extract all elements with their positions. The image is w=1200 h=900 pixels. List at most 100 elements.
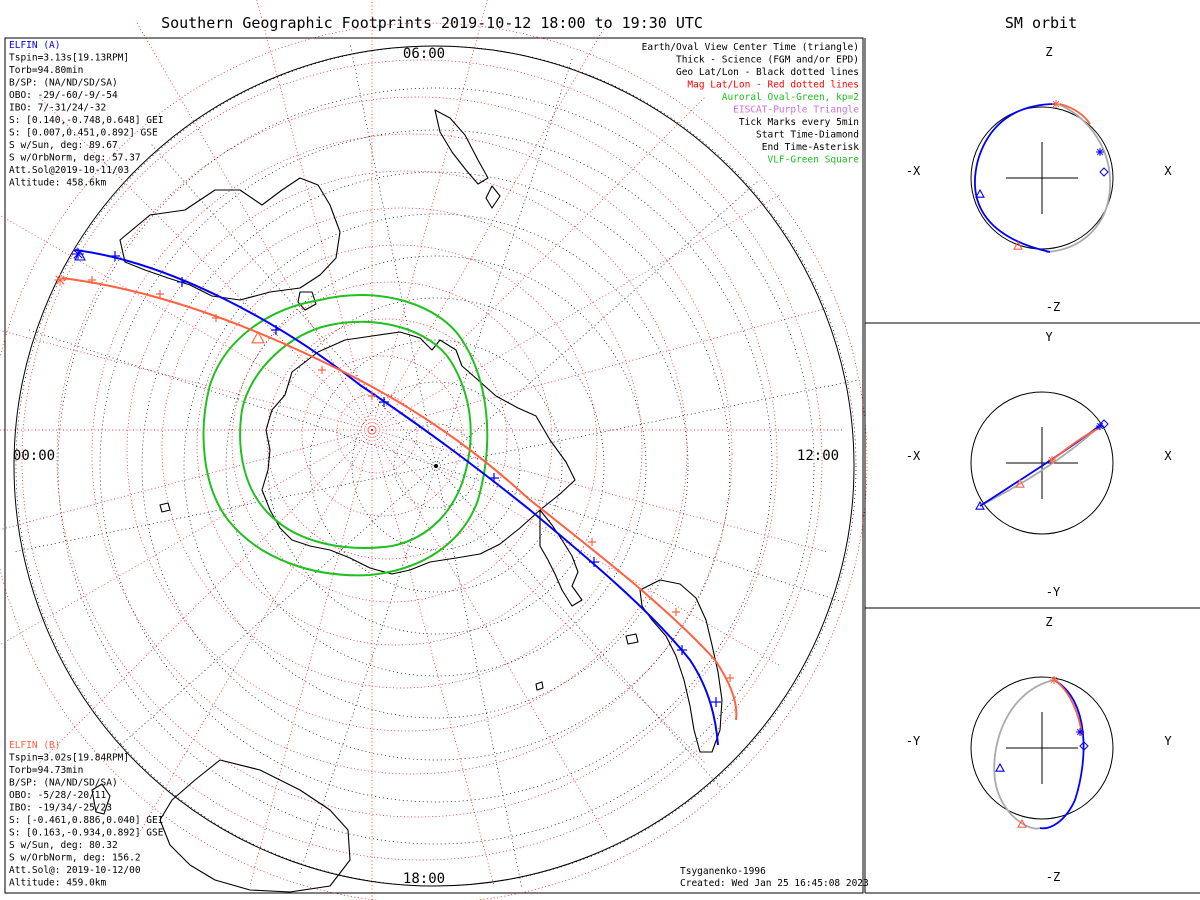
- created-label: Created: Wed Jan 25 16:45:08 2023: [680, 878, 869, 889]
- orbit-center-triangle: [995, 762, 1005, 772]
- axis-label-left: -Y: [906, 734, 921, 748]
- elfin-b-tick: [672, 608, 680, 616]
- model-label: Tsyganenko-1996: [680, 866, 766, 877]
- coastline: [639, 579, 723, 753]
- mag-lat-circle: [21, 59, 823, 861]
- elfin-a-center-triangle: [74, 249, 86, 261]
- coastline: [434, 109, 489, 185]
- elfin-b-center-triangle: [251, 330, 265, 344]
- mag-meridian: [39, 97, 373, 431]
- orbit-b-triangle: [1013, 240, 1023, 250]
- sat-info-line: S: [0.140,-0.748,0.648] GEI: [9, 115, 163, 126]
- mag-meridian: [39, 429, 373, 763]
- earth-circle: [970, 676, 1114, 820]
- legend-entry: End Time-Asterisk: [762, 142, 860, 153]
- geo-latlon-grid: [14, 44, 858, 888]
- auroral-oval-inner: [239, 321, 472, 549]
- orbit-a: [1039, 679, 1085, 830]
- orbit-panel-3: Z -Z -Y Y: [906, 615, 1173, 884]
- hour-label-top: 06:00: [403, 46, 445, 62]
- elfin-a-tick: [379, 397, 389, 407]
- geo-meridian: [435, 465, 844, 603]
- orbit-a: [974, 103, 1057, 253]
- orbit-b-triangle: [1017, 818, 1027, 828]
- legend-entry: VLF-Green Square: [767, 155, 859, 166]
- mag-lat-circle: [301, 355, 463, 517]
- geo-lat-circle: [393, 423, 479, 509]
- coastline: [625, 633, 639, 645]
- legend-entry: Thick - Science (FGM and/or EPD): [676, 55, 859, 66]
- sat-info-line: S: [0.007,0.451,0.892] GSE: [9, 128, 158, 139]
- sat-label: ELFIN (A): [9, 40, 60, 51]
- mag-meridian: [0, 429, 373, 646]
- south-pole-marker: [434, 464, 438, 468]
- coastline: [485, 185, 501, 209]
- mag-meridian: [256, 0, 373, 431]
- elfin-b-end-asterisk: [54, 274, 66, 286]
- axis-label-left: -X: [906, 449, 921, 463]
- mag-lat-circle: [266, 318, 508, 560]
- geo-meridian: [435, 180, 759, 467]
- geo-lat-circle: [225, 255, 647, 677]
- sat-info-line: Att.Sol@2019-10-11/03: [9, 165, 129, 176]
- auroral-oval-outer: [202, 293, 489, 577]
- elfin-b-track: [61, 277, 738, 721]
- elfin-b-tick: [726, 674, 734, 682]
- coastline: [261, 331, 576, 575]
- geo-lat-circle: [15, 45, 857, 887]
- sat-info-line: B/SP: (NA/ND/SD/SA): [9, 78, 118, 89]
- elfin-b-tick: [212, 314, 220, 322]
- orbit-science: [1051, 427, 1101, 461]
- geo-meridian: [349, 44, 437, 467]
- geo-meridian: [435, 465, 523, 888]
- mag-meridian: [0, 329, 373, 431]
- elfin-b-tick: [156, 290, 164, 298]
- orbit-title: SM orbit: [1005, 14, 1077, 32]
- orbit-panel-1: Z -Z -X X: [906, 45, 1173, 314]
- mag-meridian: [371, 194, 780, 431]
- orbit-start-diamond: [1099, 419, 1109, 429]
- mag-meridian: [371, 429, 827, 552]
- orbit-start-diamond: [1099, 167, 1109, 177]
- sat-info-line: Torb=94.80min: [9, 65, 83, 76]
- sat-info-line: S w/Sun, deg: 89.67: [9, 140, 118, 151]
- orbit-panel-2: Y -Y -X X: [906, 330, 1173, 599]
- elfin-a-tick: [711, 697, 721, 707]
- legend: Earth/Oval View Center Time (triangle) Th…: [642, 42, 860, 166]
- sat-info-line: Att.Sol@: 2019-10-12/00: [9, 865, 141, 876]
- coastline: [91, 783, 111, 815]
- geo-lat-circle: [309, 339, 563, 593]
- axis-label-right: X: [1164, 164, 1172, 178]
- mag-lat-circle: [56, 96, 778, 818]
- orbit-b: [979, 425, 1101, 507]
- map-title: Southern Geographic Footprints 2019-10-1…: [161, 14, 703, 32]
- orbit-b: [993, 679, 1055, 830]
- orbit-b-triangle: [1015, 478, 1025, 488]
- orbit-end-asterisk: [1096, 422, 1104, 430]
- geo-lat-circle: [183, 213, 689, 719]
- geo-lat-circle: [141, 171, 731, 761]
- mag-lat-circle: [0, 22, 868, 900]
- geo-lat-circle: [267, 297, 605, 635]
- geo-lat-circle: [351, 381, 521, 551]
- axis-label-right: X: [1164, 449, 1172, 463]
- mag-lat-circle: [196, 244, 598, 646]
- elfin-a-tick: [589, 557, 599, 567]
- axis-label-left: -X: [906, 164, 921, 178]
- sat-info-line: Altitude: 459.0km: [9, 878, 107, 889]
- orbit-end-asterisk: [1096, 148, 1104, 156]
- mag-meridian: [371, 22, 608, 431]
- sat-info-line: S w/Sun, deg: 80.32: [9, 840, 118, 851]
- coastline: [297, 291, 317, 311]
- elfin-a-tick: [271, 325, 281, 335]
- legend-entry: Geo Lat/Lon - Black dotted lines: [676, 67, 859, 78]
- orbit-end-asterisk: [1076, 728, 1084, 736]
- orbit-b-asterisk: [1052, 100, 1060, 108]
- geo-meridian: [28, 329, 437, 467]
- axis-label-up: Z: [1045, 45, 1052, 59]
- elfin-a-tick: [489, 473, 499, 483]
- coastline: [159, 759, 351, 893]
- geo-meridian: [435, 58, 573, 467]
- coastline: [535, 681, 544, 691]
